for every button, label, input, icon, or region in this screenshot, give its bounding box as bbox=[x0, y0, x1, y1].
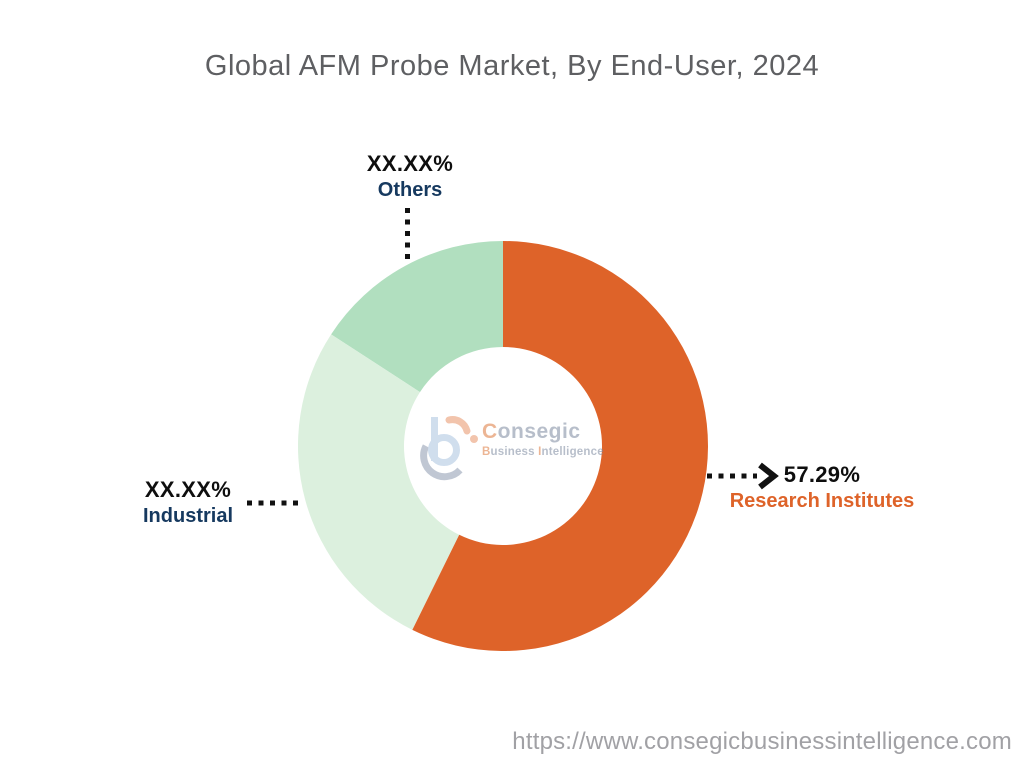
footer-url[interactable]: https://www.consegicbusinessintelligence… bbox=[512, 728, 1012, 755]
consegic-b-icon bbox=[420, 416, 478, 481]
callout-research-institutes: 57.29% Research Institutes bbox=[712, 462, 932, 513]
others-label: Others bbox=[377, 179, 443, 202]
logo-subtitle-text: Business Intelligence bbox=[482, 446, 604, 458]
logo-brand-text: Consegic bbox=[482, 420, 581, 443]
chart-title: Global AFM Probe Market, By End-User, 20… bbox=[204, 50, 820, 82]
others-value: XX.XX% bbox=[366, 151, 454, 176]
industrial-value: XX.XX% bbox=[144, 477, 232, 502]
research-institutes-label: Research Institutes bbox=[729, 490, 915, 513]
consegic-watermark-logo: Consegic Business Intelligence bbox=[420, 406, 604, 491]
callout-industrial: XX.XX% Industrial bbox=[122, 477, 254, 528]
research-institutes-value: 57.29% bbox=[783, 462, 861, 487]
donut-segment-industrial bbox=[297, 334, 460, 630]
donut-segment-research-institutes bbox=[412, 241, 708, 651]
callout-others: XX.XX% Others bbox=[335, 151, 485, 202]
industrial-label: Industrial bbox=[142, 505, 233, 528]
callout-arrowhead-icon bbox=[758, 462, 779, 490]
donut-segment-others bbox=[331, 241, 503, 393]
